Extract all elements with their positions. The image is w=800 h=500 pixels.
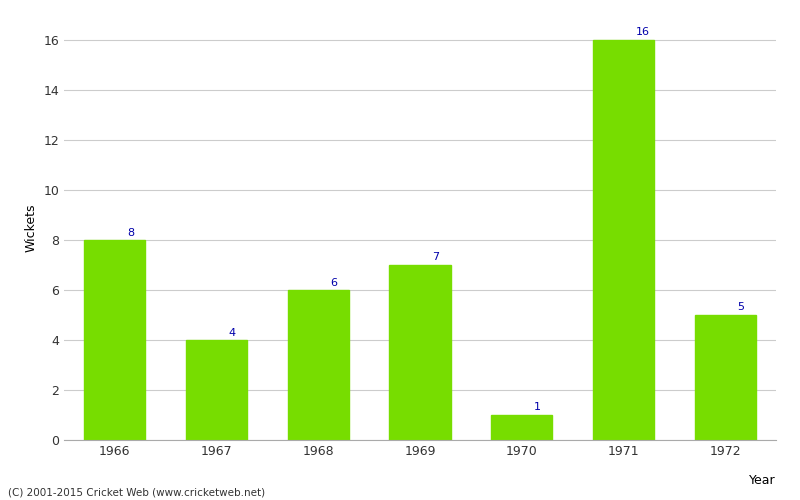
- Bar: [491, 415, 552, 440]
- Text: 4: 4: [229, 328, 236, 338]
- Text: 16: 16: [636, 28, 650, 38]
- Text: 7: 7: [432, 252, 439, 262]
- Bar: [694, 315, 756, 440]
- Bar: [390, 265, 450, 440]
- Text: 6: 6: [330, 278, 338, 287]
- Text: 5: 5: [738, 302, 744, 312]
- Text: 1: 1: [534, 402, 541, 412]
- Bar: [593, 40, 654, 440]
- Bar: [186, 340, 247, 440]
- Text: Year: Year: [750, 474, 776, 487]
- Text: (C) 2001-2015 Cricket Web (www.cricketweb.net): (C) 2001-2015 Cricket Web (www.cricketwe…: [8, 488, 265, 498]
- Y-axis label: Wickets: Wickets: [25, 203, 38, 252]
- Bar: [84, 240, 146, 440]
- Text: 8: 8: [127, 228, 134, 237]
- Bar: [288, 290, 349, 440]
